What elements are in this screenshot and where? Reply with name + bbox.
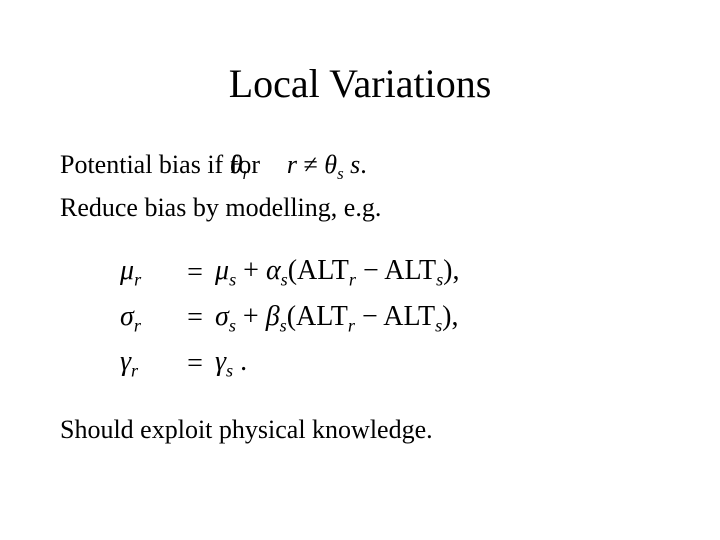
alt1-label: ALT <box>297 255 349 286</box>
eq2-minus: − <box>355 301 383 332</box>
theta1-sub: r <box>242 164 249 183</box>
slide: Local Variations Potential bias if for θ… <box>0 0 720 540</box>
sigma2-icon: σ <box>215 301 229 332</box>
eq2-eq: = <box>175 302 215 334</box>
sigma-icon: σ <box>120 301 134 332</box>
alt2-label: ALT <box>384 255 436 286</box>
line-potential-bias: Potential bias if for θr r ≠ θs s. <box>60 147 660 186</box>
slide-title: Local Variations <box>60 60 660 107</box>
alpha-sub: s <box>281 270 288 290</box>
sigma2-sub: s <box>229 315 236 335</box>
eq2-rhs: σs + βs(ALTr − ALTs), <box>215 301 459 337</box>
gamma-sub-r: r <box>131 361 138 381</box>
eq1-lparen: ( <box>288 255 297 286</box>
eq3-rhs: γs . <box>215 346 247 382</box>
alt3-sub-r: r <box>348 315 355 335</box>
line1-overlay: for θr <box>230 147 287 182</box>
eq2-lhs: σr <box>120 301 175 337</box>
sigma-sub-r: r <box>134 315 141 335</box>
eq1-eq: = <box>175 257 215 289</box>
gamma2-icon: γ <box>215 346 226 377</box>
mu-icon: μ <box>120 255 134 286</box>
equation-row-gamma: γr = γs . <box>120 346 660 382</box>
eq1-rhs: μs + αs(ALTr − ALTs), <box>215 255 460 291</box>
equation-row-sigma: σr = σs + βs(ALTr − ALTs), <box>120 301 660 337</box>
line-should-exploit: Should exploit physical knowledge. <box>60 412 660 447</box>
mu2-icon: μ <box>215 255 229 286</box>
eq1-minus: − <box>356 255 384 286</box>
beta-icon: β <box>266 301 280 332</box>
eq1-plus: + <box>236 255 266 286</box>
eq1-rparen: ), <box>443 255 459 286</box>
theta2-sub: s <box>337 164 344 183</box>
eq2-lparen: ( <box>287 301 296 332</box>
equation-block: μr = μs + αs(ALTr − ALTs), σr = σs + βs(… <box>120 255 660 382</box>
alt1-sub-r: r <box>349 270 356 290</box>
alt3-label: ALT <box>296 301 348 332</box>
line1-r: r <box>287 150 297 179</box>
line1-s: s <box>350 150 360 179</box>
alt4-label: ALT <box>383 301 435 332</box>
equation-row-mu: μr = μs + αs(ALTr − ALTs), <box>120 255 660 291</box>
alpha-icon: α <box>266 255 281 286</box>
line1-period: . <box>360 150 367 179</box>
eq1-lhs: μr <box>120 255 175 291</box>
eq3-tail: . <box>233 346 247 377</box>
eq3-eq: = <box>175 348 215 380</box>
eq3-lhs: γr <box>120 346 175 382</box>
line1-prefix: Potential bias if <box>60 150 230 179</box>
eq2-rparen: ), <box>442 301 458 332</box>
gamma-icon: γ <box>120 346 131 377</box>
theta1-icon: θ <box>230 150 243 179</box>
beta-sub: s <box>280 315 287 335</box>
line1-overlay-math: θr <box>230 147 249 186</box>
theta2-icon: θ <box>324 150 337 179</box>
eq2-plus: + <box>236 301 266 332</box>
line-reduce-bias: Reduce bias by modelling, e.g. <box>60 190 660 225</box>
mu-sub-r: r <box>134 270 141 290</box>
neq-icon: ≠ <box>304 150 318 179</box>
